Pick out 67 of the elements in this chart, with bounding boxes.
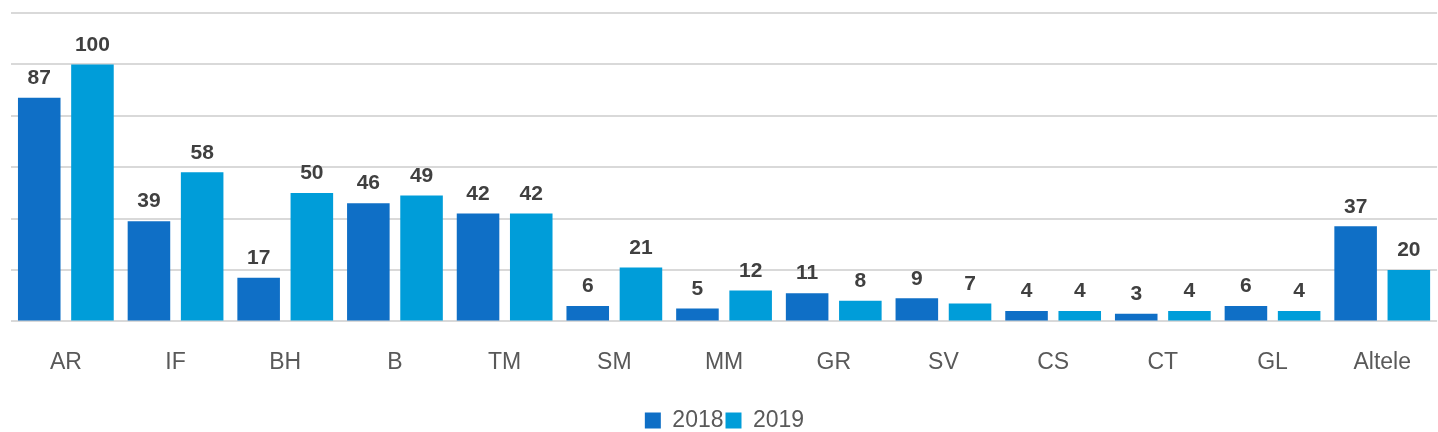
x-tick-label: IF bbox=[165, 347, 186, 374]
bar bbox=[127, 221, 171, 321]
x-tick-label: BH bbox=[269, 347, 302, 374]
bar bbox=[237, 277, 280, 321]
x-tick-label: AR bbox=[49, 347, 82, 374]
data-label: 7 bbox=[964, 270, 976, 294]
data-label: 42 bbox=[466, 180, 490, 204]
legend-label: 2019 bbox=[753, 405, 805, 432]
bar bbox=[785, 293, 829, 321]
data-label: 20 bbox=[1397, 237, 1421, 261]
data-label: 11 bbox=[796, 260, 819, 284]
data-label: 42 bbox=[519, 180, 543, 204]
x-tick-label: B bbox=[387, 347, 403, 374]
data-label: 4 bbox=[1293, 278, 1306, 302]
data-label: 49 bbox=[409, 162, 434, 186]
x-tick-label: GR bbox=[816, 347, 851, 374]
data-label: 58 bbox=[190, 139, 215, 163]
bar bbox=[290, 192, 334, 321]
data-label: 4 bbox=[1020, 278, 1033, 302]
bar bbox=[1334, 226, 1377, 321]
x-tick-label: SV bbox=[928, 347, 960, 374]
x-tick-label: SM bbox=[597, 347, 632, 374]
x-tick-label: Altele bbox=[1353, 347, 1412, 374]
bar bbox=[1168, 311, 1211, 321]
bar bbox=[729, 290, 772, 321]
bar bbox=[839, 300, 882, 321]
data-label: 9 bbox=[910, 265, 923, 289]
bar bbox=[676, 308, 719, 321]
bar bbox=[509, 213, 553, 321]
bar bbox=[400, 195, 443, 321]
bar bbox=[347, 203, 390, 321]
data-label: 4 bbox=[1073, 278, 1086, 302]
data-label: 100 bbox=[74, 31, 110, 55]
bar bbox=[566, 305, 610, 321]
data-label: 3 bbox=[1130, 280, 1143, 304]
bar bbox=[948, 303, 992, 321]
bar bbox=[1224, 305, 1268, 321]
bar bbox=[1387, 270, 1431, 321]
x-tick-label: GL bbox=[1257, 347, 1289, 374]
x-tick-label: MM bbox=[704, 347, 744, 374]
x-tick-label: TM bbox=[488, 347, 522, 374]
x-tick-label: CT bbox=[1147, 347, 1179, 374]
data-label: 46 bbox=[356, 170, 381, 194]
bar bbox=[1005, 311, 1048, 321]
bar bbox=[456, 213, 500, 321]
bar bbox=[895, 298, 939, 321]
x-tick-label: CS bbox=[1037, 347, 1070, 374]
data-label: 12 bbox=[738, 257, 763, 281]
data-label: 39 bbox=[137, 188, 161, 212]
data-label: 21 bbox=[629, 234, 653, 258]
bar bbox=[71, 64, 114, 321]
legend-label: 2018 bbox=[672, 405, 724, 432]
bar bbox=[619, 267, 663, 321]
bar bbox=[1058, 311, 1102, 321]
bar bbox=[1277, 311, 1321, 321]
data-label: 6 bbox=[581, 273, 594, 297]
data-label: 8 bbox=[854, 268, 867, 292]
data-label: 5 bbox=[691, 275, 704, 299]
bar bbox=[17, 97, 61, 321]
data-label: 87 bbox=[27, 65, 51, 89]
data-label: 37 bbox=[1343, 193, 1368, 217]
bar bbox=[180, 172, 224, 321]
data-label: 17 bbox=[246, 245, 271, 269]
data-label: 4 bbox=[1183, 278, 1196, 302]
data-label: 50 bbox=[300, 160, 324, 184]
bar bbox=[1114, 313, 1158, 321]
data-label: 6 bbox=[1240, 273, 1252, 297]
